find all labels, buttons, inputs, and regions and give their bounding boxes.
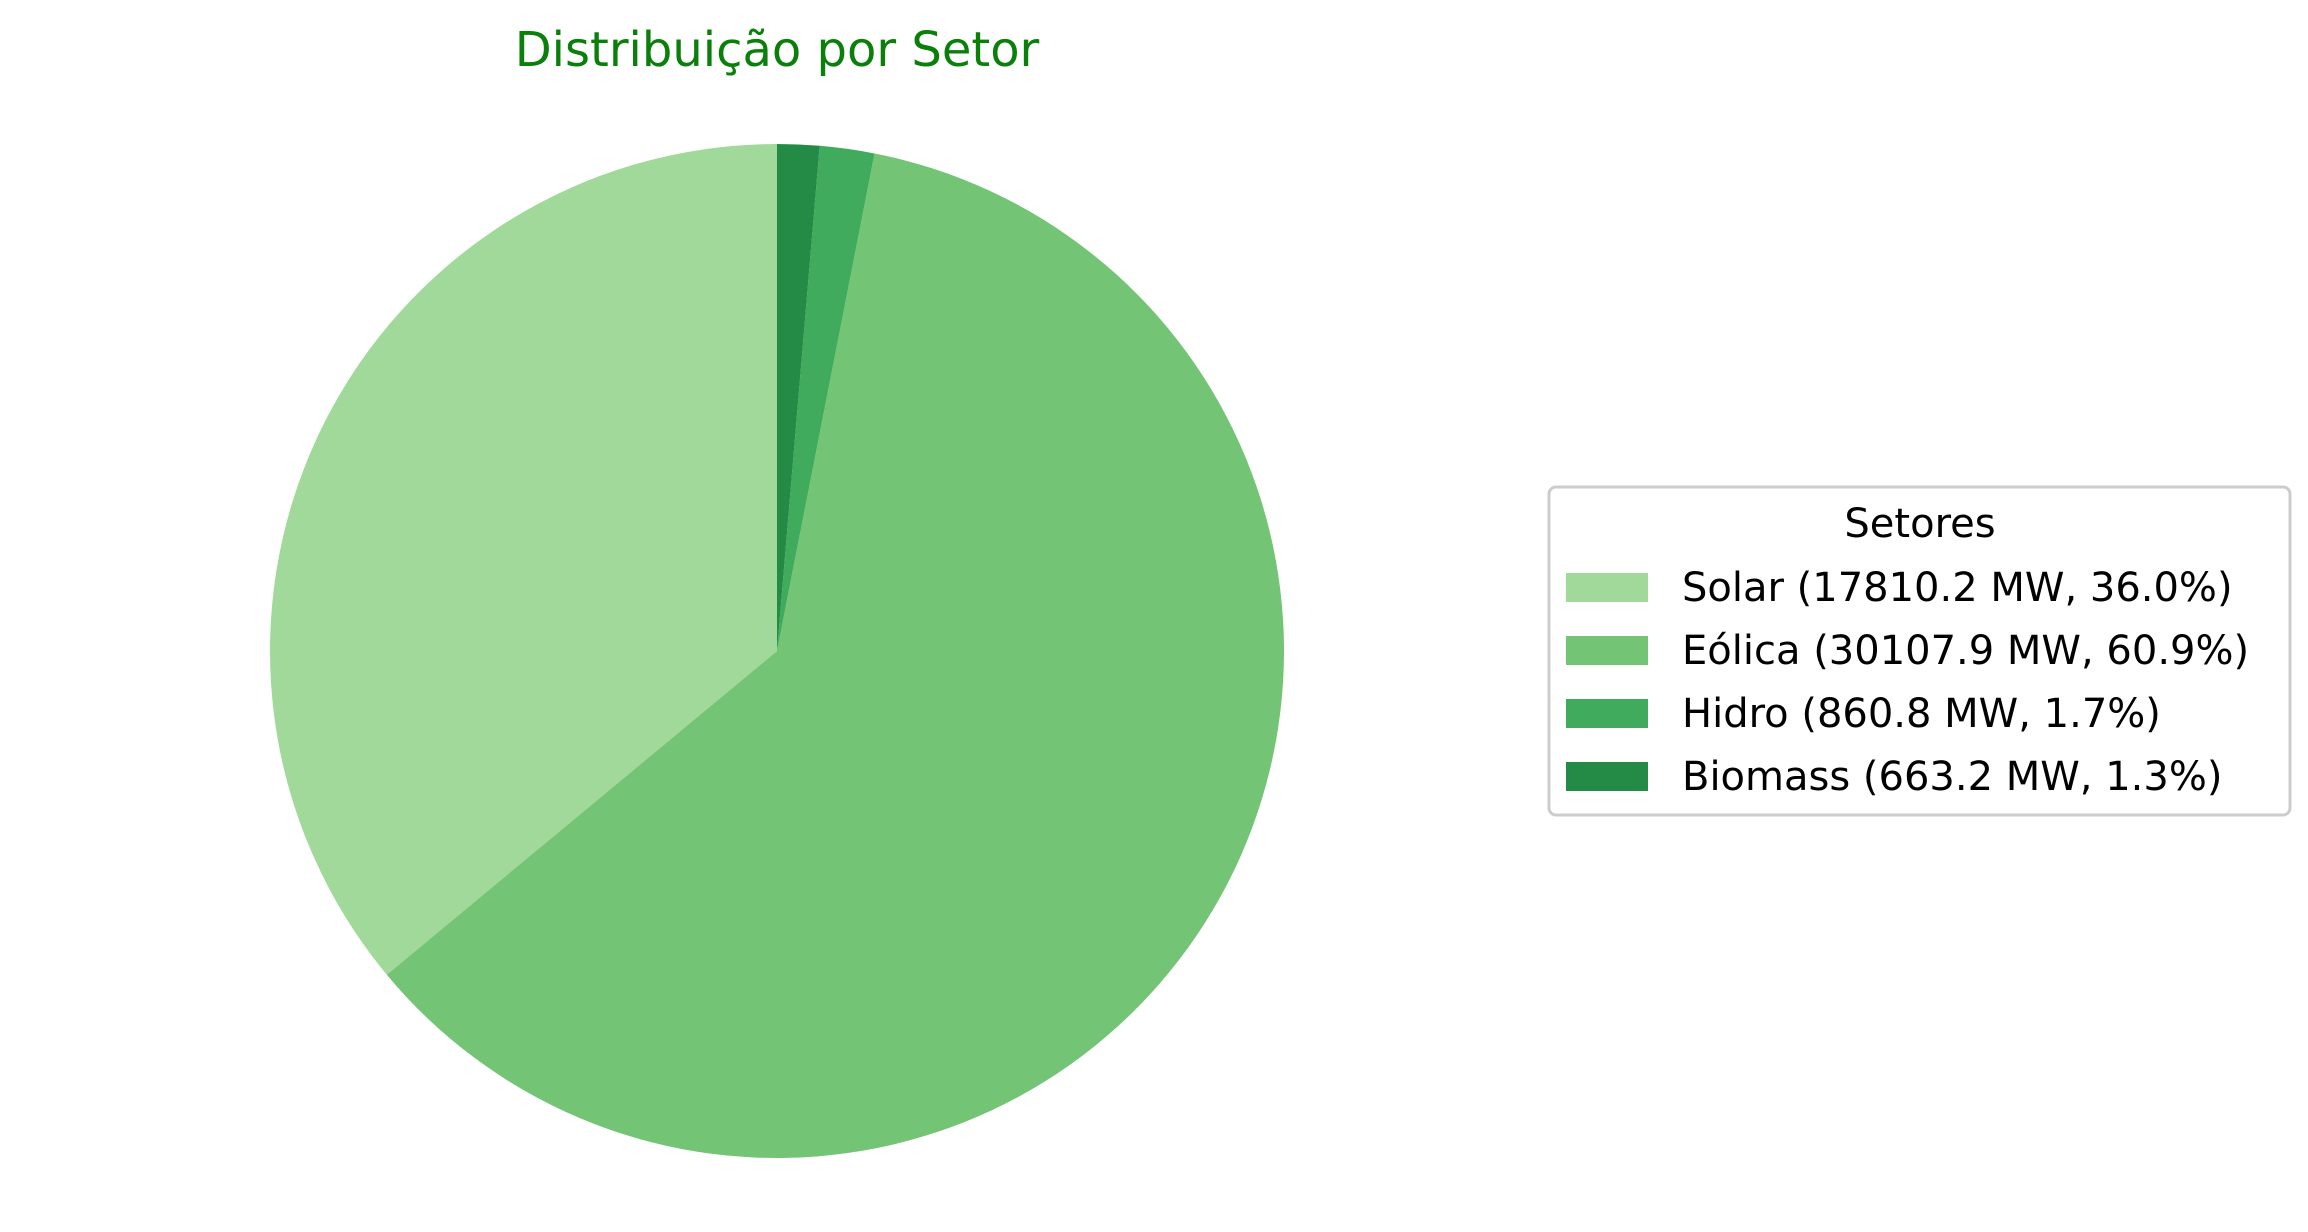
chart-title: Distribuição por Setor — [515, 22, 1040, 78]
legend-label: Eólica (30107.9 MW, 60.9%) — [1682, 628, 2249, 674]
legend-frame — [1547, 485, 2292, 817]
pie-slice-solar — [269, 144, 777, 975]
pie-slice-eolica — [386, 153, 1284, 1159]
legend-swatch — [1566, 636, 1648, 665]
pie-slice-hidro — [777, 145, 875, 652]
legend-label: Solar (17810.2 MW, 36.0%) — [1682, 565, 2233, 611]
legend-title: Setores — [1844, 501, 1995, 547]
legend-entries: Solar (17810.2 MW, 36.0%) Eólica (30107.9… — [1566, 565, 2249, 800]
legend-swatch — [1566, 699, 1648, 728]
legend-label: Hidro (860.8 MW, 1.7%) — [1682, 691, 2161, 737]
legend: Setores Solar (17810.2 MW, 36.0%) Eólica … — [1547, 485, 2292, 817]
legend-label: Biomass (663.2 MW, 1.3%) — [1682, 754, 2222, 800]
legend-swatch — [1566, 762, 1648, 791]
pie-slice-biomass — [777, 144, 820, 651]
pie-slices — [269, 144, 1284, 1159]
legend-swatch — [1566, 573, 1648, 602]
